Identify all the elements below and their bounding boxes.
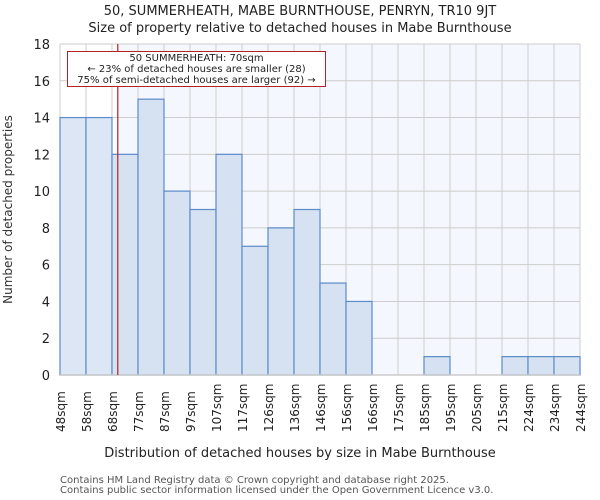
x-tick-label: 48sqm bbox=[54, 391, 68, 432]
x-tick-label: 77sqm bbox=[132, 391, 146, 432]
x-tick-label: 244sqm bbox=[574, 384, 588, 432]
histogram-bar bbox=[345, 300, 373, 376]
x-tick-label: 205sqm bbox=[470, 384, 484, 432]
footer-licence: Contains public sector information licen… bbox=[60, 485, 494, 496]
histogram-bar bbox=[215, 153, 243, 376]
x-tick-label: 195sqm bbox=[444, 384, 458, 432]
x-tick-label: 185sqm bbox=[418, 384, 432, 432]
property-annotation-box: 50 SUMMERHEATH: 70sqm ← 23% of detached … bbox=[67, 51, 326, 87]
y-tick-label: 0 bbox=[42, 369, 50, 384]
y-axis-label: Number of detached properties bbox=[1, 115, 15, 304]
x-tick-label: 107sqm bbox=[210, 384, 224, 432]
histogram-bar bbox=[189, 208, 217, 376]
histogram-bar bbox=[501, 356, 529, 376]
histogram-bar bbox=[111, 153, 139, 376]
x-tick-label: 126sqm bbox=[262, 384, 276, 432]
y-tick-label: 10 bbox=[33, 185, 50, 200]
histogram-bar bbox=[241, 245, 269, 376]
annotation-line-3: 75% of semi-detached houses are larger (… bbox=[77, 75, 316, 86]
y-tick-label: 4 bbox=[42, 295, 50, 310]
x-tick-label: 215sqm bbox=[496, 384, 510, 432]
y-tick-label: 12 bbox=[33, 148, 50, 163]
y-tick-label: 18 bbox=[33, 38, 50, 53]
x-axis-label: Distribution of detached houses by size … bbox=[104, 446, 496, 461]
y-tick-label: 6 bbox=[42, 259, 50, 274]
histogram-bar bbox=[267, 227, 295, 376]
histogram-bar bbox=[423, 356, 451, 376]
x-tick-label: 68sqm bbox=[106, 391, 120, 432]
x-tick-label: 117sqm bbox=[236, 384, 250, 432]
x-tick-label: 97sqm bbox=[184, 391, 198, 432]
histogram-bar bbox=[59, 116, 87, 376]
x-tick-label: 175sqm bbox=[392, 384, 406, 432]
footer-copyright: Contains HM Land Registry data © Crown c… bbox=[60, 475, 449, 486]
y-tick-label: 2 bbox=[42, 332, 50, 347]
y-tick-label: 14 bbox=[33, 112, 50, 127]
histogram-bar bbox=[137, 98, 165, 376]
y-tick-label: 16 bbox=[33, 75, 50, 90]
histogram-bar bbox=[553, 356, 581, 376]
y-tick-label: 8 bbox=[42, 222, 50, 237]
x-tick-label: 234sqm bbox=[548, 384, 562, 432]
histogram-bar bbox=[163, 190, 191, 376]
x-tick-label: 224sqm bbox=[522, 384, 536, 432]
x-tick-label: 87sqm bbox=[158, 391, 172, 432]
annotation-line-1: 50 SUMMERHEATH: 70sqm bbox=[129, 53, 264, 64]
x-tick-label: 58sqm bbox=[80, 391, 94, 432]
chart-subtitle: Size of property relative to detached ho… bbox=[88, 21, 512, 36]
x-tick-label: 146sqm bbox=[314, 384, 328, 432]
histogram-bar bbox=[293, 208, 321, 376]
chart-title: 50, SUMMERHEATH, MABE BURNTHOUSE, PENRYN… bbox=[103, 4, 497, 19]
histogram-bar bbox=[319, 282, 347, 376]
x-tick-label: 136sqm bbox=[288, 384, 302, 432]
annotation-line-2: ← 23% of detached houses are smaller (28… bbox=[87, 64, 306, 75]
x-tick-label: 156sqm bbox=[340, 384, 354, 432]
histogram-bar bbox=[85, 116, 113, 376]
histogram-bar bbox=[527, 356, 555, 376]
x-tick-label: 166sqm bbox=[366, 384, 380, 432]
